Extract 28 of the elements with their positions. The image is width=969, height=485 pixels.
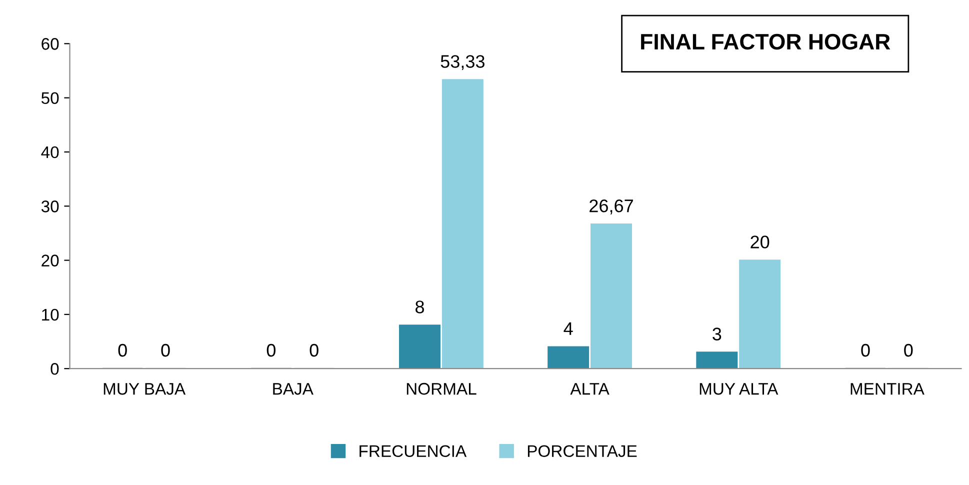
data-label: 0 — [310, 344, 318, 357]
y-tick-label: 0 — [50, 363, 59, 375]
data-label: 0 — [118, 344, 127, 357]
chart-title: FINAL FACTOR HOGAR — [641, 34, 890, 50]
data-label: 3 — [712, 328, 722, 340]
legend-label: FRECUENCIA — [360, 445, 467, 458]
x-tick-label: NORMAL — [406, 382, 476, 395]
data-label: 26,67 — [590, 199, 633, 214]
data-label: 4 — [564, 322, 573, 335]
y-tick-label: 50 — [41, 92, 59, 104]
x-tick-label: ALTA — [570, 383, 610, 395]
y-tick-label: 40 — [41, 146, 59, 158]
data-label: 20 — [750, 236, 770, 248]
x-tick-label: BAJA — [273, 383, 314, 395]
data-label: 0 — [861, 344, 870, 357]
x-tick-label: MENTIRA — [850, 383, 924, 395]
data-label: 0 — [161, 344, 170, 357]
data-label: 0 — [904, 344, 913, 357]
y-tick-label: 60 — [42, 38, 59, 50]
data-label: 0 — [266, 344, 276, 357]
y-tick-label: 20 — [42, 254, 59, 266]
y-tick-label: 30 — [41, 200, 59, 212]
data-label: 53,33 — [440, 55, 484, 70]
legend-label: PORCENTAJE — [528, 445, 637, 458]
data-label: 8 — [416, 300, 424, 314]
y-tick-label: 10 — [42, 308, 59, 321]
x-tick-label: MUY BAJA — [104, 383, 186, 395]
x-tick-label: MUY ALTA — [700, 383, 778, 395]
